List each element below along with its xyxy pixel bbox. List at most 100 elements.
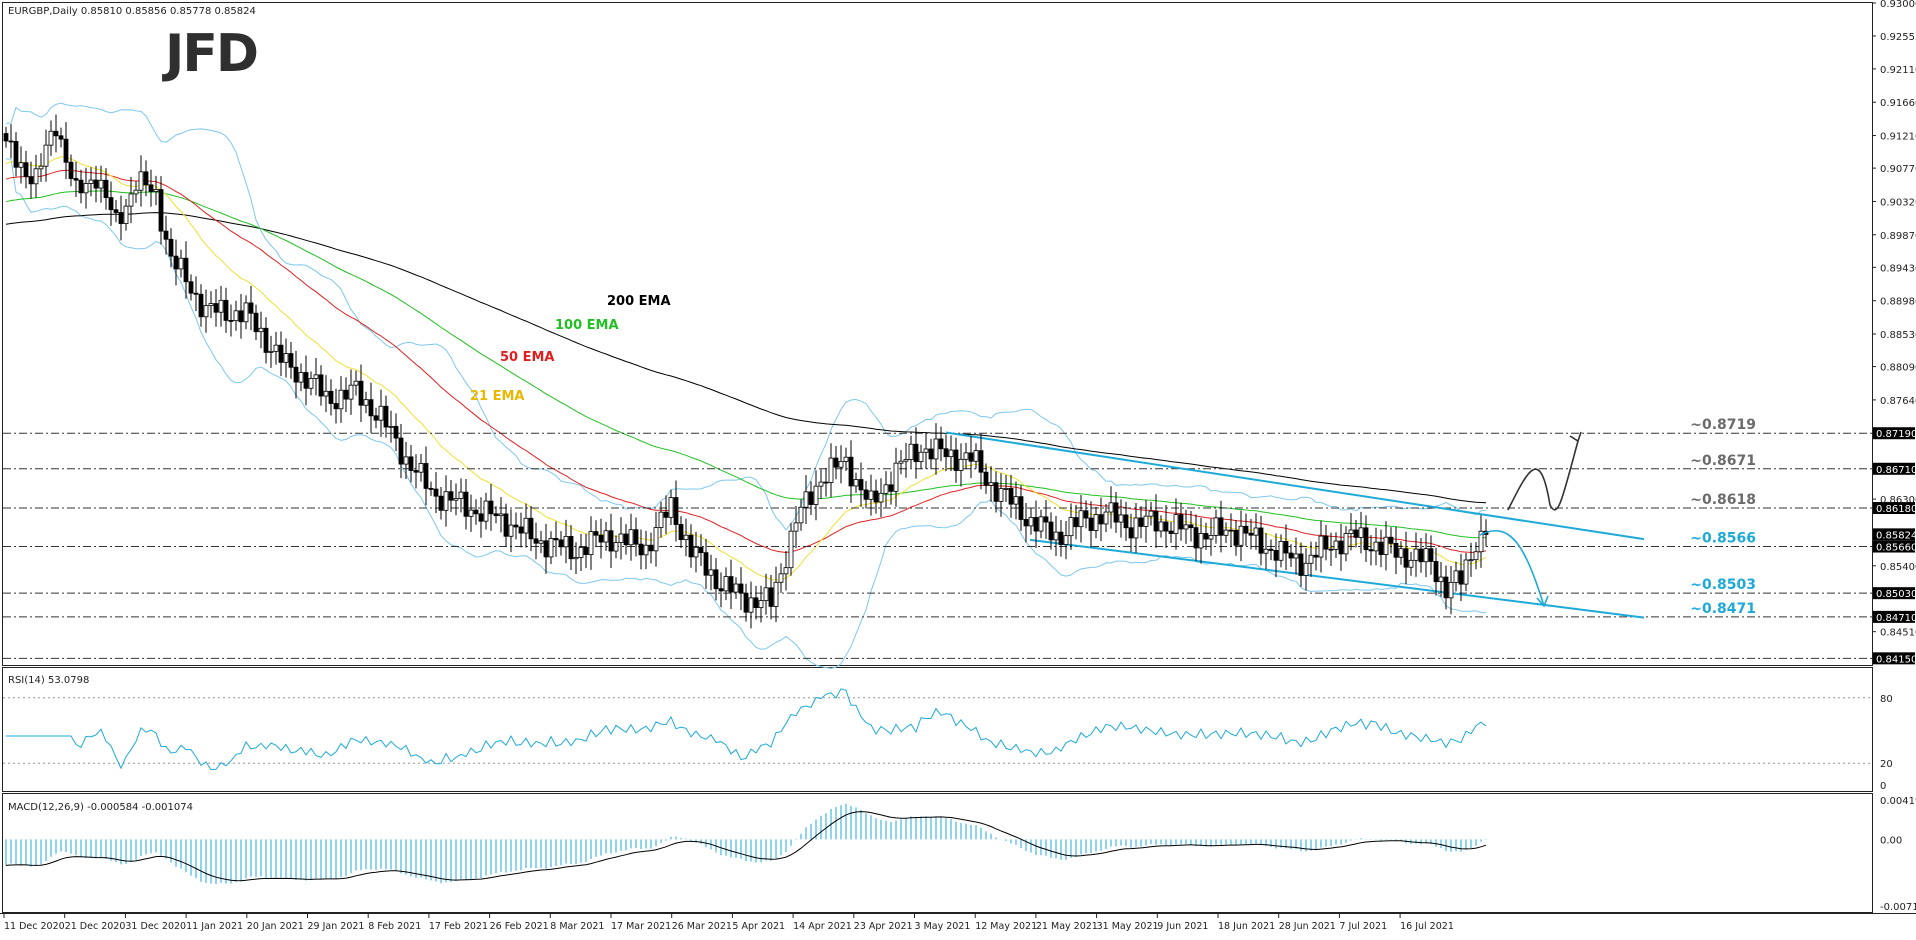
candle-body (213, 303, 219, 313)
candle-body (148, 184, 154, 192)
candle-body (853, 479, 859, 487)
candle-body (1068, 517, 1074, 537)
rsi-level-label: 0 (1880, 781, 1886, 792)
candle-body (288, 353, 294, 368)
candle-body (1178, 514, 1184, 530)
candle-body (228, 320, 234, 322)
x-tick-label: 31 May 2021 (1097, 921, 1159, 932)
candle-body (1463, 559, 1469, 585)
candle-body (773, 581, 779, 607)
candle-body (163, 230, 169, 240)
candle-body (518, 526, 524, 534)
candle-body (1383, 536, 1389, 556)
candle-body (1248, 532, 1254, 536)
ema-label: 21 EMA (470, 389, 525, 404)
candle-body (1408, 559, 1414, 568)
x-tick-label: 16 Jul 2021 (1400, 921, 1454, 932)
candle-body (653, 527, 659, 552)
candle-body (153, 189, 159, 192)
candle-body (1218, 517, 1224, 536)
candle-body (638, 543, 644, 556)
candle-body (528, 517, 534, 540)
candle-body (1148, 510, 1154, 517)
candle-body (938, 438, 944, 450)
candle-body (903, 459, 909, 462)
candle-body (1328, 548, 1334, 551)
candle-body (1453, 570, 1459, 583)
candle-body (303, 372, 309, 389)
candle-body (268, 350, 274, 353)
candle-body (448, 491, 454, 501)
candle-body (368, 399, 374, 417)
channel-lower-line (1029, 538, 1645, 619)
candle-body (933, 438, 939, 460)
level-label: ~0.8618 (1690, 492, 1756, 508)
candle-body (1413, 548, 1419, 561)
candle-body (923, 448, 929, 453)
candle-body (18, 162, 24, 168)
candle-body (428, 488, 434, 490)
candle-body (1138, 517, 1144, 527)
candle-body (1173, 514, 1179, 534)
candle-body (808, 491, 814, 505)
candle-body (568, 535, 574, 560)
candle-body (643, 544, 649, 556)
candle-body (483, 500, 489, 522)
candle-body (78, 179, 84, 194)
candle-body (1348, 529, 1354, 534)
candle-body (403, 456, 409, 465)
channel-upper-line (945, 431, 1645, 541)
candle-body (323, 390, 329, 397)
candle-body (1168, 530, 1174, 534)
candle-body (1448, 581, 1454, 599)
candle-body (848, 456, 854, 487)
x-tick-label: 28 Jun 2021 (1279, 921, 1336, 932)
x-tick-label: 18 Jun 2021 (1218, 921, 1275, 932)
candle-body (823, 481, 829, 484)
candle-body (243, 302, 249, 323)
candle-body (633, 529, 639, 545)
candle-body (1243, 525, 1249, 534)
candle-body (513, 524, 519, 528)
candle-body (1128, 527, 1134, 539)
candle-body (1083, 510, 1089, 519)
x-tick-label: 17 Mar 2021 (611, 921, 671, 932)
candle-body (1013, 496, 1019, 505)
rsi-line (6, 688, 1487, 771)
candle-body (188, 281, 194, 294)
candle-body (983, 471, 989, 486)
candle-body (1028, 517, 1034, 527)
candle-body (1103, 511, 1109, 525)
candle-body (363, 399, 369, 406)
candle-body (813, 485, 819, 505)
candle-body (113, 209, 119, 213)
candle-body (733, 583, 739, 593)
candle-body (1398, 548, 1404, 558)
level-label: ~0.8503 (1690, 577, 1756, 593)
candle-body (608, 530, 614, 552)
candle-body (1123, 514, 1129, 529)
candle-body (558, 539, 564, 548)
macd-signal-line (5, 811, 1487, 882)
candle-body (1048, 521, 1054, 541)
candle-body (373, 415, 379, 421)
candle-body (918, 451, 924, 463)
bullish-arrowhead (1569, 431, 1582, 443)
candle-body (718, 588, 724, 592)
candle-body (618, 533, 624, 543)
rsi-level-label: 20 (1880, 759, 1893, 770)
candle-body (1368, 549, 1374, 552)
candle-body (1043, 516, 1049, 523)
candle-body (1313, 554, 1319, 558)
level-label: ~0.8471 (1690, 601, 1756, 617)
candle-body (103, 179, 109, 199)
candle-body (503, 513, 509, 537)
candle-body (1143, 515, 1149, 527)
candle-body (973, 450, 979, 462)
candle-body (333, 403, 339, 410)
ema-100-line (5, 190, 1486, 539)
candle-body (778, 573, 784, 583)
